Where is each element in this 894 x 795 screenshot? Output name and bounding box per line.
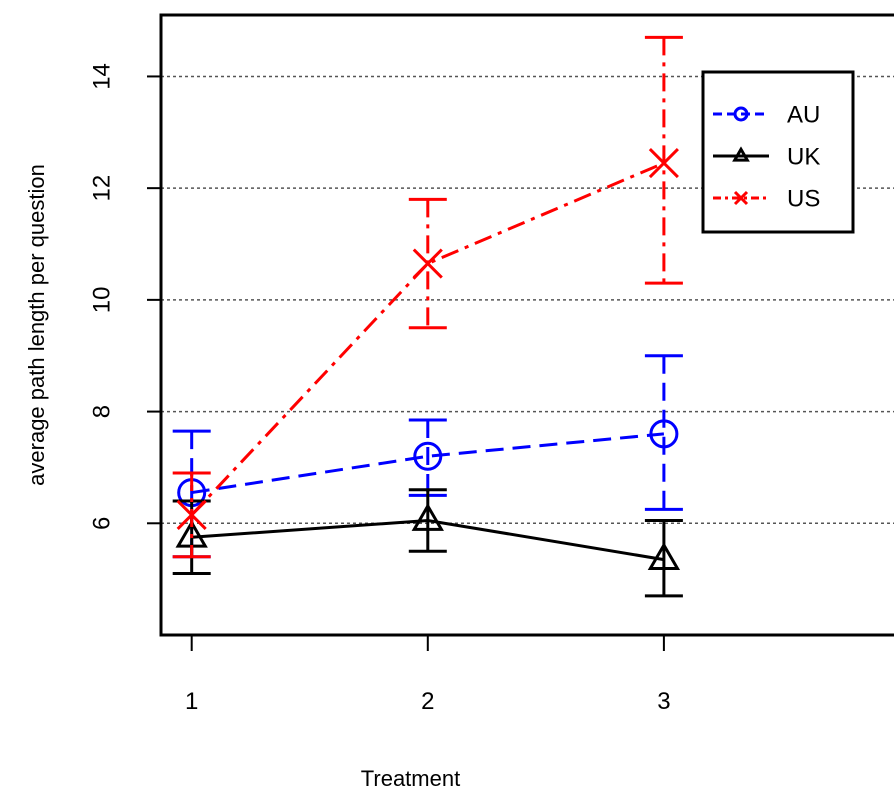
- x-tick-label: 3: [657, 688, 670, 715]
- legend-box: [701, 70, 855, 234]
- series-us: [172, 35, 683, 559]
- series-uk: [172, 488, 683, 598]
- y-tick-label: 14: [88, 63, 115, 90]
- data-point-us: [648, 147, 679, 179]
- data-point-us: [176, 499, 207, 530]
- y-axis-label: average path length per question: [24, 164, 49, 486]
- legend-marker-au: [733, 106, 749, 122]
- y-tick-label: 6: [88, 517, 115, 530]
- data-point-uk: [647, 542, 681, 570]
- legend-label-au: AU: [787, 101, 820, 128]
- data-point-uk: [411, 502, 444, 531]
- series: [172, 35, 683, 598]
- data-point-us: [412, 248, 443, 279]
- y-tick-label: 8: [88, 405, 115, 418]
- plot-frame: [159, 13, 894, 637]
- legend-label-us: US: [787, 185, 820, 212]
- data-point-au: [413, 441, 443, 471]
- legend-label-uk: UK: [787, 143, 820, 170]
- x-tick-label: 1: [185, 688, 198, 715]
- y-tick-label: 12: [88, 175, 115, 202]
- legend-marker-us: [733, 190, 749, 206]
- y-axis: 6 8 10 12 14: [88, 63, 161, 530]
- x-tick-label: 2: [421, 688, 434, 715]
- legend-marker-uk: [732, 146, 750, 162]
- legend: AU UK US: [701, 70, 855, 234]
- series-line-us: [190, 161, 665, 516]
- x-axis-label: Treatment: [361, 766, 460, 791]
- y-tick-label: 10: [88, 287, 115, 314]
- x-axis: 1 2 3: [185, 635, 671, 715]
- data-point-au: [649, 419, 679, 449]
